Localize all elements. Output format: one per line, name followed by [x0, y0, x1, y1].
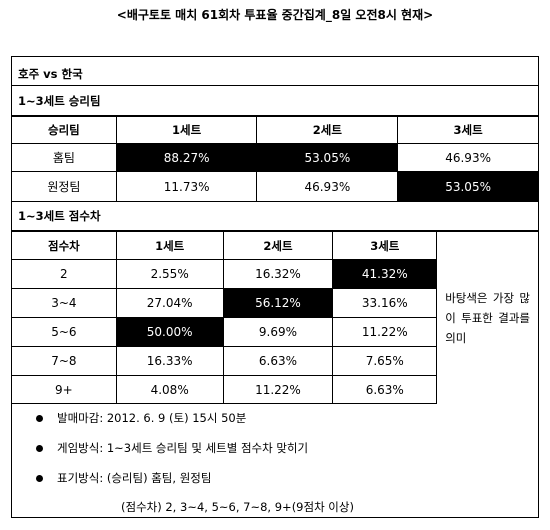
cell-highlighted: 53.05%: [397, 171, 539, 202]
cell-highlighted: 56.12%: [222, 288, 334, 318]
info-deadline: 발매마감: 2012. 6. 9 (토) 15시 50분: [36, 410, 246, 426]
cell: 6.63%: [222, 346, 334, 376]
row-label: 홈팀: [11, 143, 117, 172]
cell: 33.16%: [332, 288, 438, 318]
cell-highlighted: 88.27%: [115, 143, 258, 172]
row-label: 원정팀: [11, 171, 117, 202]
cell: 46.93%: [397, 143, 539, 172]
info-notation-text: 표기방식: (승리팀) 홈팀, 원정팀: [57, 471, 212, 485]
table-row: 7~8 16.33% 6.63% 7.65%: [11, 346, 539, 376]
row-label: 9+: [11, 375, 117, 404]
row-label: 7~8: [11, 346, 117, 376]
cell: 11.22%: [332, 317, 438, 347]
row-label: 2: [11, 259, 117, 289]
winner-header-set3: 3세트: [397, 116, 539, 144]
cell: 16.33%: [115, 346, 224, 376]
score-header-set2: 2세트: [222, 231, 334, 260]
row-label: 5~6: [11, 317, 117, 347]
cell: 6.63%: [332, 375, 438, 404]
legend-note: 바탕색은 가장 많이 투표한 결과를 의미: [445, 290, 530, 345]
info-method: 게임방식: 1~3세트 승리팀 및 세트별 점수차 맞히기: [36, 440, 308, 456]
score-header-set3: 3세트: [332, 231, 438, 260]
cell-highlighted: 50.00%: [115, 317, 224, 347]
cell: 46.93%: [256, 171, 399, 202]
bullet-icon: [36, 415, 43, 422]
cell: 2.55%: [115, 259, 224, 289]
bullet-icon: [36, 475, 43, 482]
match-title: 호주 vs 한국: [11, 64, 539, 86]
cell-highlighted: 41.32%: [332, 259, 438, 289]
cell: 27.04%: [115, 288, 224, 318]
score-header-row: 점수차 1세트 2세트 3세트 바탕색은 가장 많이 투표한 결과를 의미: [11, 231, 539, 404]
info-method-text: 게임방식: 1~3세트 승리팀 및 세트별 점수차 맞히기: [57, 441, 309, 455]
cell-highlighted: 53.05%: [256, 143, 399, 172]
table-row: 홈팀 88.27% 53.05% 46.93%: [11, 143, 539, 172]
cell: 9.69%: [222, 317, 334, 347]
table-row: 3~4 27.04% 56.12% 33.16%: [11, 288, 539, 318]
cell: 16.32%: [222, 259, 334, 289]
score-header-set1: 1세트: [115, 231, 224, 260]
page-title: <배구토토 매치 61회차 투표율 중간집계_8일 오전8시 현재>: [116, 8, 434, 22]
table-row: 9+ 4.08% 11.22% 6.63%: [11, 375, 539, 404]
cell: 7.65%: [332, 346, 438, 376]
winner-header-set1: 1세트: [115, 116, 258, 144]
cell: 11.22%: [222, 375, 334, 404]
info-notation: 표기방식: (승리팀) 홈팀, 원정팀: [36, 470, 211, 486]
section2-title: 1~3세트 점수차: [11, 201, 539, 231]
winner-header-label: 승리팀: [11, 116, 117, 144]
score-header-label: 점수차: [11, 231, 117, 260]
cell: 4.08%: [115, 375, 224, 404]
legend-note-cell: 바탕색은 가장 많이 투표한 결과를 의미: [436, 231, 539, 404]
info-deadline-text: 발매마감: 2012. 6. 9 (토) 15시 50분: [57, 411, 247, 425]
winner-header-row: 승리팀 1세트 2세트 3세트: [11, 116, 539, 144]
winner-table: 승리팀 1세트 2세트 3세트 홈팀 88.27% 53.05% 46.93% …: [11, 116, 539, 202]
info-notation2: (점수차) 2, 3~4, 5~6, 7~8, 9+(9점차 이상): [121, 500, 354, 514]
bullet-icon: [36, 445, 43, 452]
row-label: 3~4: [11, 288, 117, 318]
winner-header-set2: 2세트: [256, 116, 399, 144]
score-table: 점수차 1세트 2세트 3세트 바탕색은 가장 많이 투표한 결과를 의미 2 …: [11, 231, 539, 404]
table-row: 5~6 50.00% 9.69% 11.22%: [11, 317, 539, 347]
table-row: 2 2.55% 16.32% 41.32%: [11, 259, 539, 289]
table-row: 원정팀 11.73% 46.93% 53.05%: [11, 171, 539, 202]
section1-title: 1~3세트 승리팀: [11, 86, 539, 116]
cell: 11.73%: [115, 171, 258, 202]
